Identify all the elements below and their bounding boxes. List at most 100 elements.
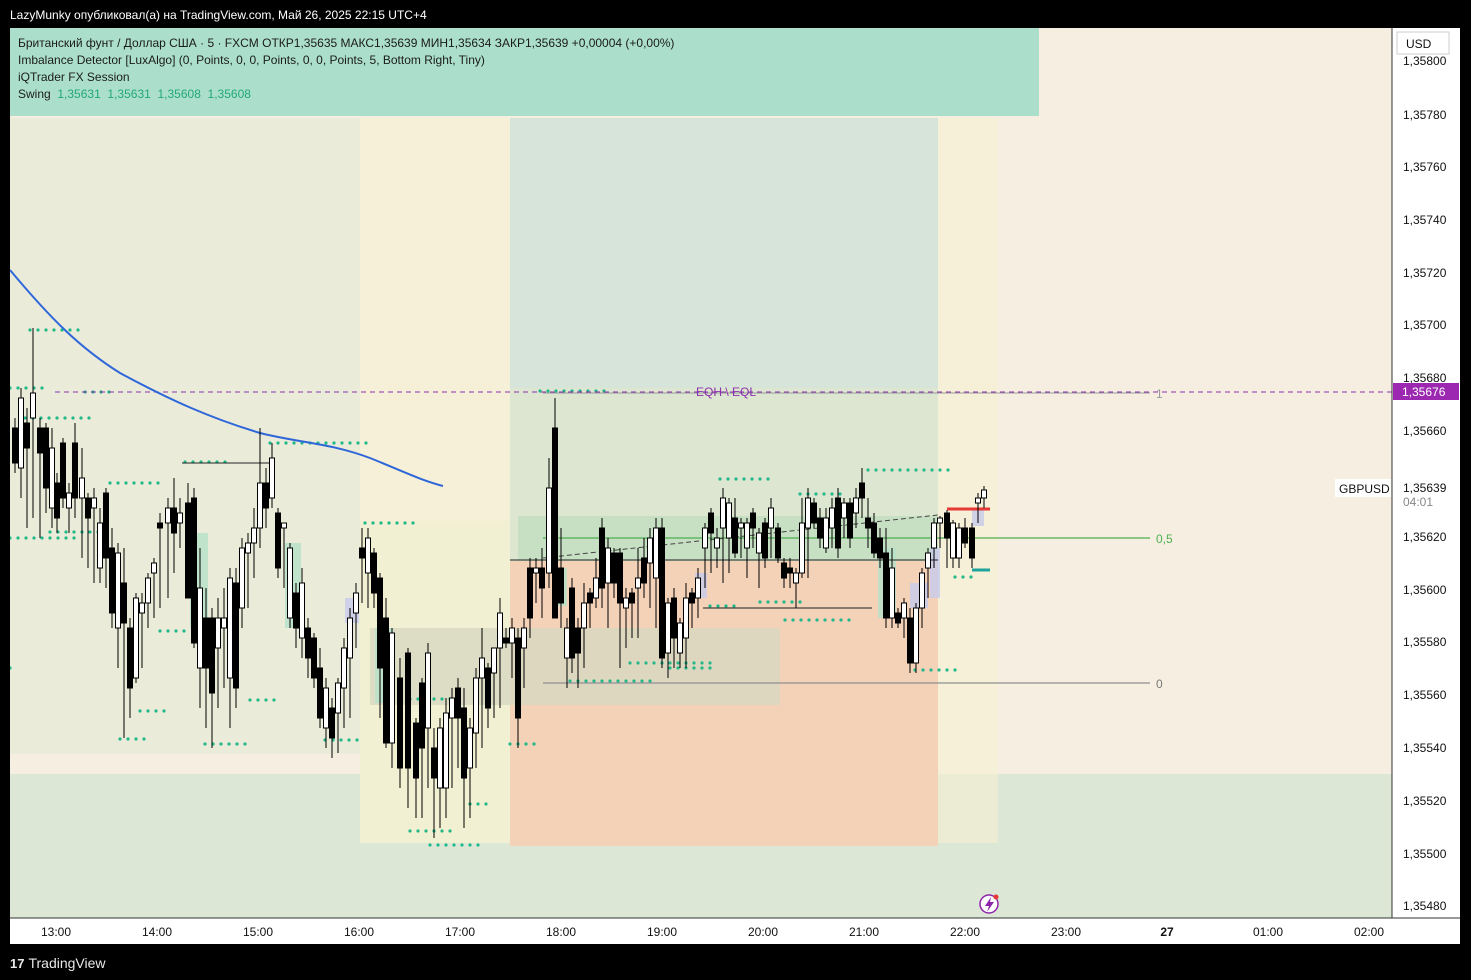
swing-dot bbox=[476, 802, 480, 806]
candle-body bbox=[431, 747, 437, 779]
swing-dot bbox=[416, 697, 420, 701]
swing-dot bbox=[158, 629, 162, 633]
swing-dot bbox=[616, 679, 620, 683]
candle-body bbox=[775, 527, 781, 559]
swing-dot bbox=[914, 468, 918, 472]
swing-dot bbox=[783, 618, 787, 622]
swing-dot bbox=[71, 416, 75, 420]
swing-dot bbox=[644, 661, 648, 665]
swing-dot bbox=[256, 698, 260, 702]
currency-label[interactable]: USD bbox=[1406, 37, 1432, 51]
swing-dot bbox=[640, 679, 644, 683]
candle-body bbox=[907, 617, 913, 664]
candle-body bbox=[365, 537, 371, 574]
candle-body bbox=[311, 637, 317, 679]
candle-body bbox=[497, 612, 503, 649]
candle-body bbox=[552, 427, 558, 619]
session-zone-ny bbox=[510, 118, 938, 388]
candle-body bbox=[257, 482, 263, 529]
swing-dot bbox=[56, 536, 60, 540]
time-tick: 14:00 bbox=[142, 925, 172, 939]
swing-dot bbox=[428, 843, 432, 847]
price-tick: 1,35780 bbox=[1403, 108, 1447, 122]
swing-dot bbox=[791, 618, 795, 622]
indicator-swing[interactable]: Swing 1,35631 1,35631 1,35608 1,35608 bbox=[18, 87, 251, 101]
price-tick: 1,35660 bbox=[1403, 424, 1447, 438]
candle-body bbox=[60, 442, 66, 499]
swing-dot bbox=[356, 441, 360, 445]
swing-dot bbox=[538, 389, 542, 393]
candle-body bbox=[353, 592, 359, 614]
tv-logo-icon: 17 bbox=[10, 956, 25, 971]
swing-dot bbox=[676, 661, 680, 665]
swing-dot bbox=[718, 477, 722, 481]
price-ticks: 1,35800 1,35780 1,35760 1,35740 1,35720 1,357… bbox=[1403, 54, 1447, 913]
candle-body bbox=[564, 627, 570, 659]
swing-dot bbox=[40, 386, 44, 390]
symbol-tag: GBPUSD bbox=[1339, 482, 1390, 496]
candle-body bbox=[835, 497, 841, 549]
tradingview-logo[interactable]: 17 TradingView bbox=[10, 955, 106, 971]
candle-body bbox=[121, 582, 127, 624]
candle-body bbox=[157, 522, 163, 529]
indicator-session[interactable]: iQTrader FX Session bbox=[18, 70, 130, 84]
swing-dot bbox=[32, 536, 36, 540]
candle-body bbox=[720, 497, 726, 529]
swing-dot bbox=[16, 536, 20, 540]
candle-body bbox=[515, 637, 521, 719]
swing-dot bbox=[355, 738, 359, 742]
price-tick: 1,35600 bbox=[1403, 583, 1447, 597]
swing-dot bbox=[148, 481, 152, 485]
candle-body bbox=[251, 527, 257, 544]
candle-body bbox=[969, 527, 975, 559]
lightning-icon[interactable] bbox=[979, 894, 999, 914]
time-tick: 15:00 bbox=[243, 925, 273, 939]
swing-dot bbox=[668, 661, 672, 665]
swing-dot bbox=[124, 481, 128, 485]
swing-dot bbox=[48, 536, 52, 540]
swing-dot bbox=[347, 738, 351, 742]
candle-body bbox=[323, 687, 329, 729]
price-tick: 1,35620 bbox=[1403, 530, 1447, 544]
candle-body bbox=[823, 517, 829, 549]
swing-dot bbox=[76, 328, 80, 332]
candle-body bbox=[527, 567, 533, 619]
footer-bar bbox=[0, 944, 1471, 980]
swing-dot bbox=[592, 679, 596, 683]
swing-dot bbox=[126, 737, 130, 741]
swing-dot bbox=[961, 575, 965, 579]
time-axis bbox=[10, 918, 1460, 944]
swing-dot bbox=[648, 679, 652, 683]
swing-dot bbox=[444, 843, 448, 847]
swing-dot bbox=[568, 679, 572, 683]
swing-dot bbox=[416, 829, 420, 833]
candlestick-chart[interactable]: EQH \ EQL 1 0,5 0 1,358001,357801,357601… bbox=[10, 28, 1460, 944]
candle-body bbox=[473, 677, 479, 734]
swing-dot bbox=[798, 600, 802, 604]
candle-body bbox=[587, 592, 593, 604]
swing-dot bbox=[524, 742, 528, 746]
indicator-imbalance[interactable]: Imbalance Detector [LuxAlgo] (0, Points,… bbox=[18, 53, 485, 67]
candle-body bbox=[293, 592, 299, 629]
candle-body bbox=[397, 677, 403, 769]
swing-dot bbox=[47, 416, 51, 420]
candle-body bbox=[275, 512, 281, 569]
candle-body bbox=[151, 562, 157, 574]
chart-frame[interactable]: EQH \ EQL 1 0,5 0 1,35800 1,35780 1,35760 1… bbox=[10, 28, 1460, 944]
swing-dot bbox=[460, 843, 464, 847]
candle-body bbox=[239, 547, 245, 609]
candle-body bbox=[341, 647, 347, 689]
swing-dot bbox=[363, 521, 367, 525]
swing-dot bbox=[774, 600, 778, 604]
candle-body bbox=[641, 557, 647, 584]
swing-dot bbox=[822, 492, 826, 496]
symbol-line[interactable]: Британский фунт / Доллар США · 5 · FXCM … bbox=[18, 36, 675, 50]
candle-body bbox=[558, 567, 564, 604]
candle-body bbox=[762, 522, 768, 559]
candle-body bbox=[54, 482, 60, 519]
swing-dot bbox=[484, 802, 488, 806]
swing-value: 1,35631 bbox=[107, 87, 151, 101]
swing-dot bbox=[10, 386, 12, 390]
candle-body bbox=[227, 577, 233, 679]
swing-dot bbox=[953, 668, 957, 672]
